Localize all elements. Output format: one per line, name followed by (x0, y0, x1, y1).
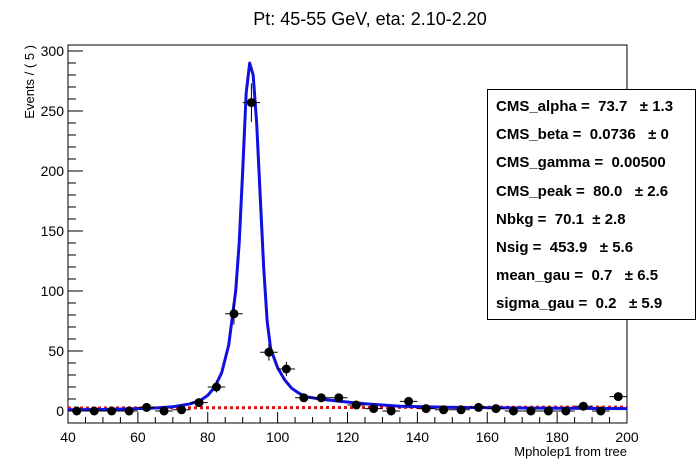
data-point (613, 392, 623, 402)
y-tick-label: 50 (48, 343, 64, 359)
data-point (194, 398, 204, 408)
x-tick-label: 180 (545, 429, 569, 445)
data-point (89, 406, 99, 416)
data-point (404, 396, 414, 406)
y-tick-label: 0 (56, 403, 64, 419)
x-tick-label: 40 (60, 429, 76, 445)
stat-cms-alpha: CMS_alpha = 73.7 ± 1.3 (496, 98, 674, 115)
stat-cms-beta: CMS_beta = 0.0736 ± 0 (496, 126, 669, 143)
x-tick-label: 60 (130, 429, 146, 445)
data-point (229, 309, 239, 319)
x-tick-label: 140 (406, 429, 430, 445)
data-point (72, 406, 82, 416)
data-point (561, 406, 571, 416)
y-tick-label: 300 (41, 43, 65, 59)
y-tick-label: 250 (41, 103, 65, 119)
data-marks (67, 61, 628, 416)
data-point (369, 404, 379, 414)
x-tick-label: 120 (336, 429, 360, 445)
data-point (386, 406, 396, 416)
axes: 40 60 80 100 120 140 160 180 200 0 50 100 150 200 250 3… (41, 43, 639, 445)
data-point (543, 406, 553, 416)
x-axis-label: Mpholep1 from tree (514, 444, 627, 459)
data-point (211, 382, 221, 392)
data-point (264, 347, 274, 357)
y-tick-label: 100 (41, 283, 65, 299)
stat-mean-gau: mean_gau = 0.7 ± 6.5 (496, 267, 659, 284)
data-point (124, 406, 134, 416)
x-tick-label: 160 (476, 429, 500, 445)
data-point (596, 406, 606, 416)
chart-title: Pt: 45-55 GeV, eta: 2.10-2.20 (253, 9, 487, 29)
data-point (281, 364, 291, 374)
data-point (299, 393, 309, 403)
x-tick-label: 200 (615, 429, 639, 445)
data-point (246, 98, 256, 108)
data-point (159, 406, 169, 416)
stat-nsig: Nsig = 453.9 ± 5.6 (496, 239, 634, 256)
data-point (316, 393, 326, 403)
data-point (526, 406, 536, 416)
data-point (351, 400, 361, 410)
stat-nbkg: Nbkg = 70.1 ± 2.8 (496, 211, 626, 228)
y-tick-label: 200 (41, 163, 65, 179)
data-point (421, 404, 431, 414)
y-tick-label: 150 (41, 223, 65, 239)
data-point (142, 402, 152, 412)
data-point (177, 405, 187, 415)
x-tick-label: 80 (200, 429, 216, 445)
y-axis-label: Events / ( 5 ) (22, 45, 37, 119)
data-point (578, 401, 588, 411)
data-point (491, 404, 501, 414)
stat-cms-peak: CMS_peak = 80.0 ± 2.6 (496, 183, 669, 200)
fit-parameters-box: CMS_alpha = 73.7 ± 1.3 CMS_beta = 0.0736… (487, 89, 696, 320)
x-tick-label: 100 (266, 429, 290, 445)
data-point (456, 405, 466, 415)
stat-cms-gamma: CMS_gamma = 0.00500 (496, 154, 666, 171)
data-point (508, 406, 518, 416)
data-point (474, 402, 484, 412)
data-point (334, 393, 344, 403)
stat-sigma-gau: sigma_gau = 0.2 ± 5.9 (496, 295, 663, 312)
data-point (107, 406, 117, 416)
data-point (439, 405, 449, 415)
